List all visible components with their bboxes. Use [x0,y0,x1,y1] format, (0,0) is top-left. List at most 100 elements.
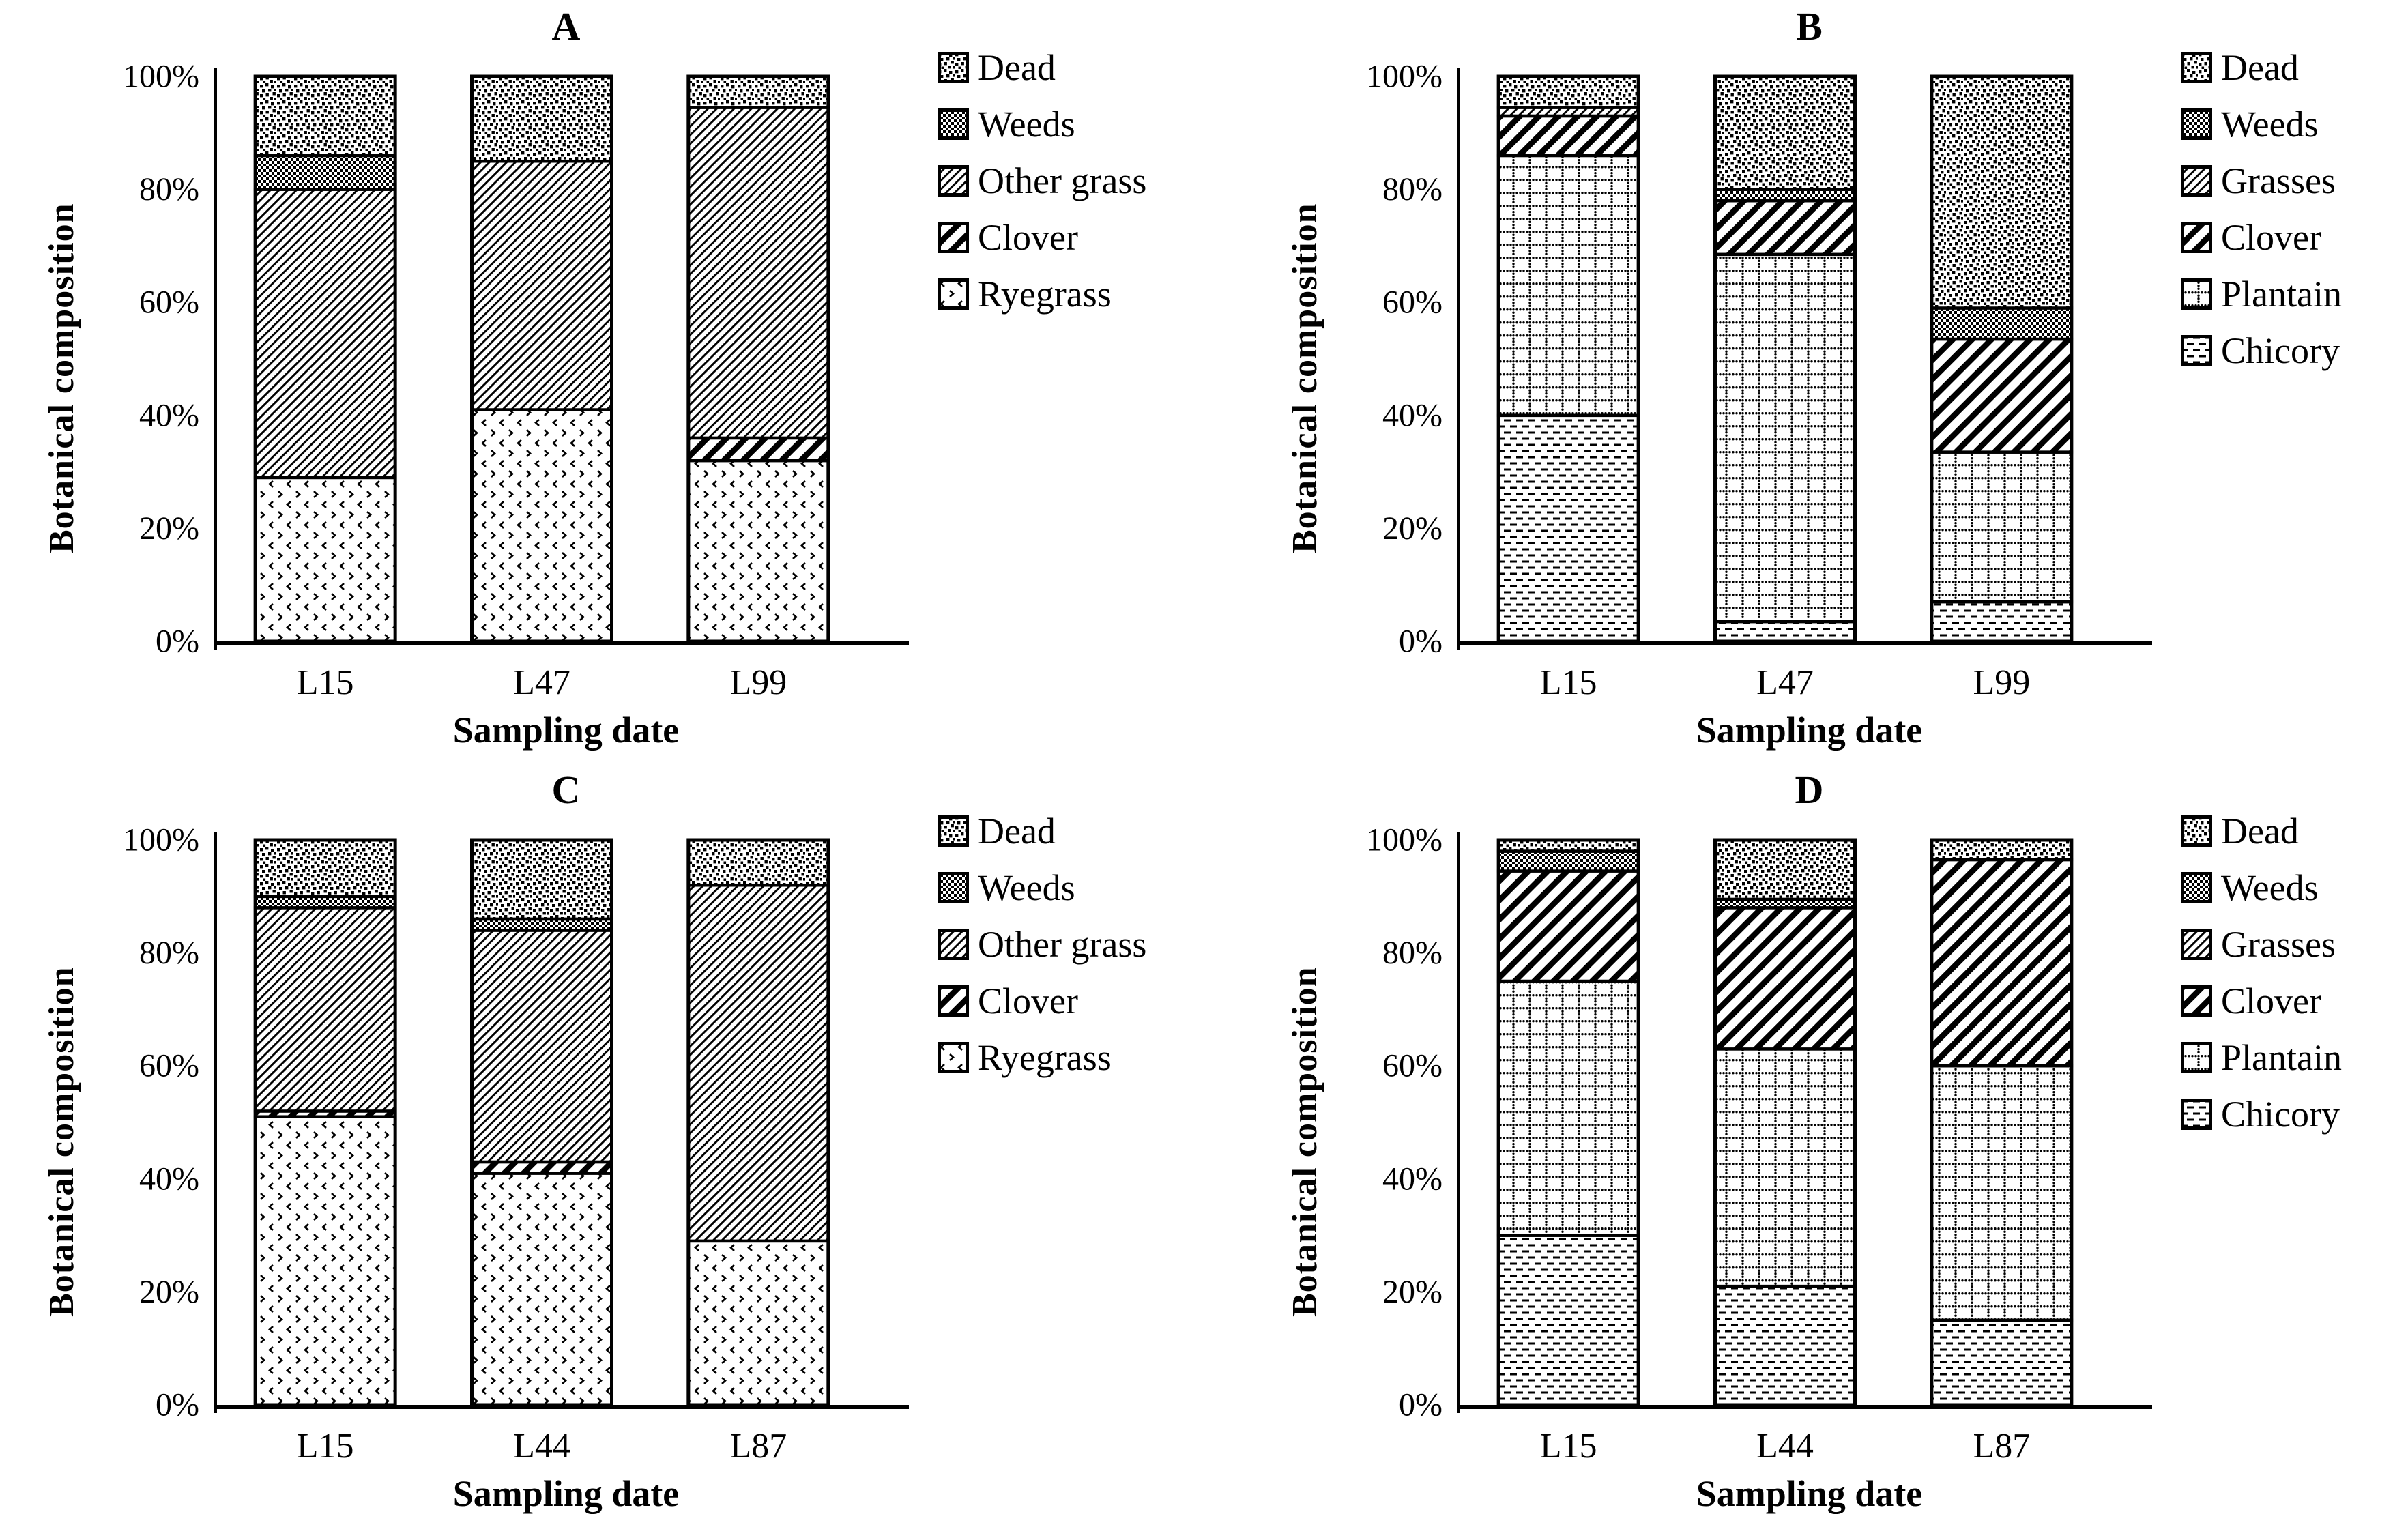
bar-segment-plantain [1713,252,1857,624]
y-axis-title-d: Botanical composition [1286,966,1324,1318]
bar-segment-dead [1930,838,2074,862]
chart-block-b: B Botanical composition 0% 20% 40% 60% 80% 10… [1279,4,2158,751]
legend-label: Dead [978,811,1056,852]
x-category-label: L99 [729,663,787,702]
y-tick-label: 40% [1382,1161,1442,1197]
legend-item-weeds: Weeds [2181,868,2342,907]
x-axis-line [1457,1405,2152,1409]
legend-swatch-rect [938,929,969,960]
y-tick-label: 80% [139,935,199,971]
chart-svg-A: 0% 20% 40% 60% 80% 100% L15 L47 L99 [123,59,909,702]
x-axis-title-d: Sampling date [1696,1473,1923,1514]
x-category-label: L15 [1540,663,1597,702]
y-tick-label: 20% [1382,510,1442,547]
legend-item-dead: Dead [938,48,1146,87]
bar-segment-weeds [1713,188,1857,203]
legend-swatch-speckle-icon [938,815,969,847]
legend-label: Dead [978,47,1056,88]
y-axis-line [1457,832,1460,1413]
y-tick-label: 20% [139,510,199,547]
legend-item-chicory: Chicory [2181,1094,2342,1134]
legend-swatch-chevron-dots-icon [938,278,969,310]
chart-svg-D: 0% 20% 40% 60% 80% 100% L15 L44 L87 [1366,822,2152,1466]
y-axis-line [214,832,217,1413]
panel-d: D Botanical composition 0% 20% 40% 60% 80% 10… [1269,764,2408,1527]
legend-swatch-rect [2181,222,2212,253]
bar-segment-plantain [1496,154,1640,418]
legend-swatch-rect [2181,108,2212,140]
bar-outline-L44 [1713,838,1857,1407]
legend-swatch-dash-rows-icon [2181,1099,2212,1130]
legend-label: Weeds [2221,867,2319,908]
legend-item-clover: Clover [938,218,1146,257]
bar-segment-other-grass [253,906,397,1113]
bar-segment-weeds [253,154,397,191]
legend-d: Dead Weeds Grasses Clover Plantain Chicory [2181,811,2342,1151]
x-category-label: L44 [1756,1427,1814,1466]
legend-item-clover: Clover [2181,218,2342,257]
chart-block-d: D Botanical composition 0% 20% 40% 60% 80% 10… [1279,768,2158,1515]
panel-title-d: D [1795,768,1824,812]
bar-segment-clover [1713,199,1857,257]
x-category-label: L15 [297,1427,354,1466]
legend-item-other-grass: Other grass [938,161,1146,201]
legend-swatch-rect [2181,165,2212,197]
legend-swatch-bold-stripe-icon [2181,222,2212,253]
bar-segment-dead [253,74,397,158]
legend-label: Clover [2221,980,2321,1021]
legend-label: Other grass [978,924,1147,965]
legend-label: Weeds [978,867,1075,908]
bar-segment-dead [1713,74,1857,191]
legend-swatch-speckle-icon [938,52,969,83]
y-axis-title-a: Botanical composition [42,203,81,554]
plot-area-c: 0% 20% 40% 60% 80% 100% L15 L44 L87 [89,813,914,1471]
y-axis-line [214,68,217,650]
legend-label: Other grass [978,160,1147,201]
legend-item-plantain: Plantain [2181,1038,2342,1077]
panel-b: B Botanical composition 0% 20% 40% 60% 80% 10… [1269,0,2408,764]
bar-outline-L47 [1713,74,1857,643]
bar-segment-dead [470,838,613,921]
bar-segment-plantain [1496,979,1640,1237]
y-tick-label: 60% [1382,285,1442,321]
legend-swatch-rect [2181,52,2212,83]
y-tick-label: 100% [1366,822,1442,858]
bar-segment-dead [1930,74,2074,310]
legend-c: Dead Weeds Other grass Clover Ryegrass [938,811,1146,1094]
bar-segment-chicory [1496,1234,1640,1407]
x-category-label: L87 [729,1427,787,1466]
x-category-label: L15 [1540,1427,1597,1466]
legend-swatch-dash-rows-icon [2181,335,2212,366]
legend-item-dead: Dead [2181,811,2342,851]
x-category-label: L87 [1973,1427,2030,1466]
plot-area-a: 0% 20% 40% 60% 80% 100% L15 L47 L99 [89,49,914,708]
bar-outline-L47 [470,74,613,643]
bar-segment-other-grass [470,929,613,1164]
panel-title-a: A [551,4,581,48]
legend-item-chicory: Chicory [2181,331,2342,370]
y-axis-title-b: Botanical composition [1286,203,1324,554]
bar-segment-plantain [1930,1064,2074,1322]
legend-a: Dead Weeds Other grass Clover Ryegrass [938,48,1146,331]
y-tick-label: 60% [1382,1048,1442,1084]
legend-label: Dead [2221,811,2299,852]
legend-swatch-bold-stripe-icon [938,985,969,1017]
panel-title-c: C [551,768,581,812]
y-tick-label: 80% [1382,935,1442,971]
y-tick-label: 60% [139,1048,199,1084]
bar-segment-weeds [1930,306,2074,341]
legend-label: Weeds [2221,104,2319,145]
legend-item-weeds: Weeds [938,104,1146,144]
legend-swatch-speckle-icon [2181,815,2212,847]
legend-b: Dead Weeds Grasses Clover Plantain Chicory [2181,48,2342,388]
x-axis-line [214,641,909,645]
bar-segment-dead [1496,74,1640,109]
bar-segment-clover [1496,869,1640,983]
legend-label: Chicory [2221,1094,2340,1135]
bar-outline-L87 [686,838,830,1407]
y-tick-label: 0% [1399,1387,1442,1423]
legend-swatch-chevron-dots-icon [938,1042,969,1073]
legend-swatch-bold-stripe-icon [2181,985,2212,1017]
bar-segment-chicory [1496,413,1640,643]
legend-swatch-checker-icon [2181,872,2212,903]
